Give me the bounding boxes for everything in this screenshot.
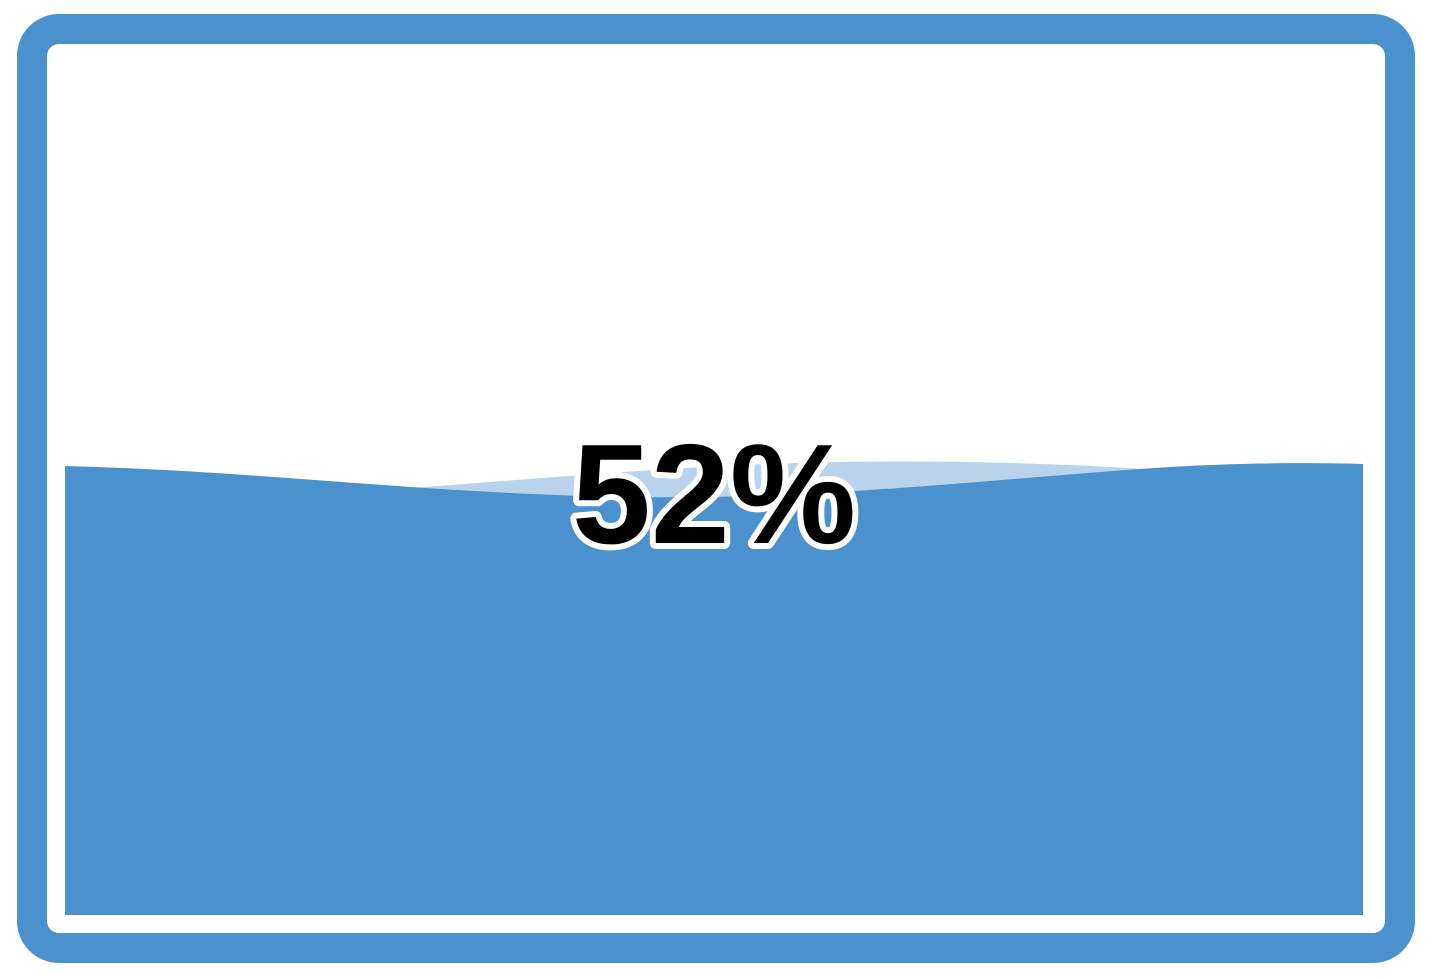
gauge-value-label: 52% [572, 415, 856, 574]
front-wave-shape [65, 463, 1363, 915]
gauge-frame [17, 14, 1415, 963]
